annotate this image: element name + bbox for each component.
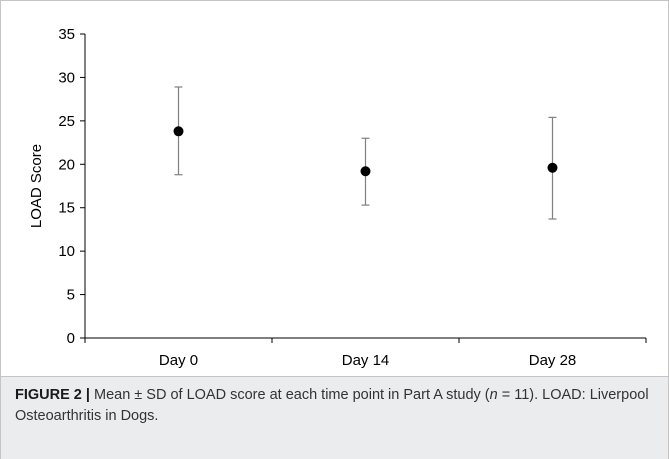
y-tick-label: 0 bbox=[67, 330, 75, 347]
y-tick-label: 20 bbox=[58, 156, 75, 173]
data-point bbox=[547, 162, 558, 173]
x-tick-label: Day 0 bbox=[159, 352, 198, 369]
x-tick-label: Day 14 bbox=[342, 352, 390, 369]
figure-label: FIGURE 2 bbox=[15, 387, 82, 403]
chart: 0 5 10 15 20 25 30 35 Day 0 Day 14 Day 28 LOAD Sc… bbox=[28, 26, 647, 369]
x-tick-label: Day 28 bbox=[529, 352, 577, 369]
y-tick-label: 35 bbox=[58, 26, 75, 43]
figure-caption: FIGURE 2 | Mean ± SD of LOAD score at ea… bbox=[15, 385, 657, 427]
data-point bbox=[173, 126, 184, 137]
caption-text-2: = 11). LOAD: Liverpool Osteoarthritis in… bbox=[15, 387, 649, 424]
y-axis: 0 5 10 15 20 25 30 35 bbox=[58, 26, 86, 347]
caption-n-symbol: n bbox=[489, 387, 498, 403]
x-axis: Day 0 Day 14 Day 28 bbox=[84, 337, 647, 369]
caption-separator: | bbox=[85, 387, 90, 403]
y-tick-label: 5 bbox=[67, 287, 75, 304]
y-tick-label: 10 bbox=[58, 243, 75, 260]
caption-box: FIGURE 2 | Mean ± SD of LOAD score at ea… bbox=[1, 376, 668, 459]
plot-area bbox=[173, 86, 558, 220]
y-axis-label: LOAD Score bbox=[28, 144, 45, 228]
caption-text-1: Mean ± SD of LOAD score at each time poi… bbox=[89, 387, 490, 403]
y-tick-label: 15 bbox=[58, 200, 75, 217]
data-point bbox=[360, 166, 371, 177]
y-tick-label: 30 bbox=[58, 69, 75, 86]
y-tick-label: 25 bbox=[58, 113, 75, 130]
